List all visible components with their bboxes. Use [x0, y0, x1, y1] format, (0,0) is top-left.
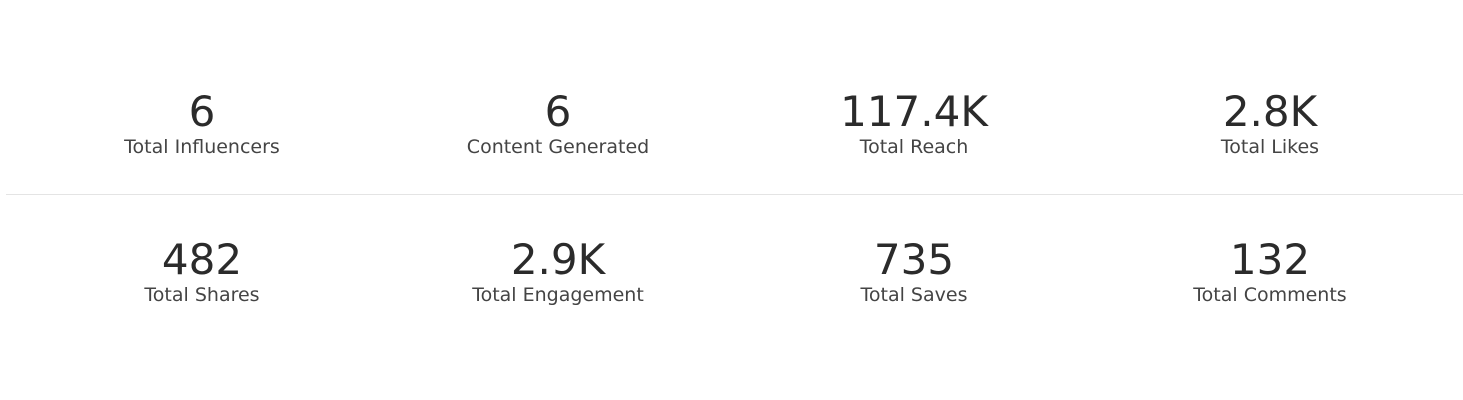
kpi-label: Total Shares [144, 284, 260, 306]
kpi-card: 117.4K Total Reach [736, 88, 1092, 188]
kpi-label: Total Comments [1193, 284, 1347, 306]
kpi-card: 482 Total Shares [24, 236, 380, 336]
kpi-label: Total Likes [1220, 136, 1320, 158]
kpi-value: 2.9K [510, 235, 606, 284]
kpi-row: 482 Total Shares 2.9K Total Engagement 735 To… [24, 236, 1448, 336]
kpi-card: 6 Content Generated [380, 88, 736, 188]
kpi-value: 132 [1229, 235, 1311, 284]
kpi-card: 132 Total Comments [1092, 236, 1448, 336]
kpi-label: Content Generated [466, 136, 650, 158]
kpi-value: 482 [161, 235, 243, 284]
kpi-card: 2.9K Total Engagement [380, 236, 736, 336]
divider [6, 194, 1463, 195]
kpi-value: 6 [544, 87, 572, 136]
kpi-label: Total Reach [859, 136, 969, 158]
kpi-label: Total Engagement [472, 284, 644, 306]
kpi-card: 2.8K Total Likes [1092, 88, 1448, 188]
kpi-value: 6 [188, 87, 216, 136]
kpi-row: 6 Total Influencers 6 Content Generated 117.… [24, 88, 1448, 188]
kpi-value: 735 [873, 235, 955, 284]
kpi-card: 6 Total Influencers [24, 88, 380, 188]
kpi-label: Total Saves [860, 284, 968, 306]
kpi-value: 117.4K [840, 87, 988, 136]
kpi-card: 735 Total Saves [736, 236, 1092, 336]
kpi-value: 2.8K [1222, 87, 1318, 136]
kpi-label: Total Influencers [124, 136, 280, 158]
